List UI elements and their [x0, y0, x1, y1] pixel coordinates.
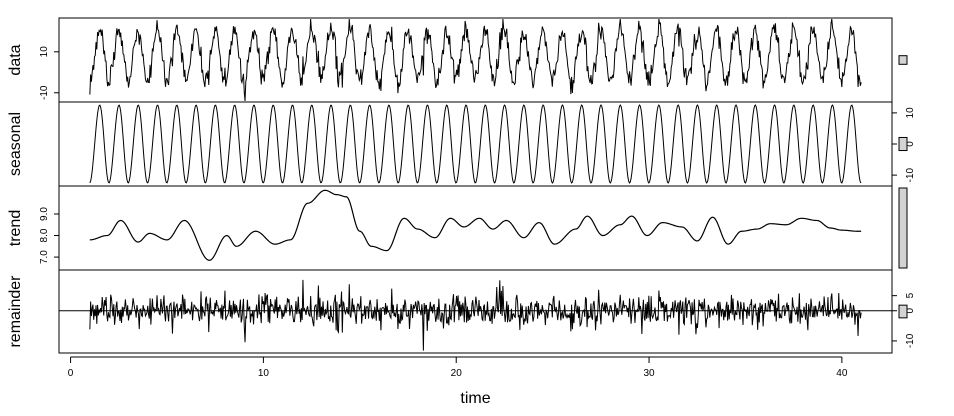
- panel-label-seasonal: seasonal: [7, 112, 24, 176]
- scale-bar-trend: [898, 187, 908, 269]
- panel-label-data: data: [7, 44, 24, 75]
- series-line-seasonal: [89, 104, 862, 184]
- x-axis-title: time: [460, 390, 490, 407]
- xtick-label-3: 30: [643, 368, 655, 379]
- ytick-label-trend-0: 7.0: [39, 250, 50, 264]
- ytick-label-remainder-1: 0: [905, 308, 916, 314]
- series-line-remainder: [89, 279, 862, 351]
- ytick-label-remainder-2: 5: [905, 292, 916, 298]
- ytick-label-data-0: -10: [39, 85, 50, 100]
- xtick-label-4: 40: [836, 368, 848, 379]
- panel-frame-data: [58, 17, 893, 103]
- scale-bar-remainder: [898, 304, 908, 319]
- series-line-trend: [89, 189, 862, 261]
- xtick-label-0: 0: [68, 368, 74, 379]
- scale-bar-data: [898, 55, 908, 65]
- panel-label-remainder: remainder: [7, 275, 24, 348]
- scale-bar-seasonal: [898, 136, 908, 152]
- ytick-label-seasonal-1: 0: [905, 141, 916, 147]
- ytick-label-seasonal-0: -10: [905, 167, 916, 182]
- ytick-label-trend-1: 8.0: [39, 228, 50, 242]
- ytick-label-data-1: 10: [39, 46, 50, 58]
- ytick-label-trend-2: 9.0: [39, 207, 50, 221]
- panel-frame-remainder: [58, 269, 893, 354]
- series-line-data: [89, 18, 862, 102]
- panel-label-trend: trend: [7, 210, 24, 246]
- xtick-label-1: 10: [258, 368, 270, 379]
- ytick-label-remainder-0: -10: [905, 333, 916, 348]
- ytick-label-seasonal-2: 10: [905, 107, 916, 119]
- panel-frame-trend: [58, 185, 893, 271]
- xtick-label-2: 20: [451, 368, 463, 379]
